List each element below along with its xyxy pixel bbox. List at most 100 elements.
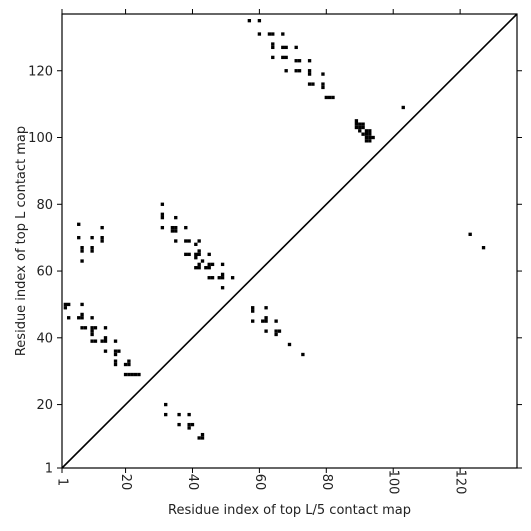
contact-point <box>90 339 94 343</box>
contact-point <box>123 372 128 377</box>
contact-point <box>90 235 94 240</box>
contact-point <box>113 352 118 357</box>
contact-point <box>77 235 81 240</box>
contact-point <box>184 239 188 243</box>
contact-point <box>187 426 191 430</box>
contact-point <box>274 319 278 323</box>
contact-point <box>251 309 255 313</box>
contact-point <box>321 85 325 90</box>
x-tick-label: 120 <box>453 470 468 495</box>
contact-point <box>90 249 94 253</box>
contact-point <box>284 69 288 73</box>
contact-point <box>468 232 472 236</box>
x-tick-label: 20 <box>118 474 133 491</box>
contact-point <box>90 329 94 333</box>
contact-point <box>364 135 369 140</box>
y-tick-label: 1 <box>45 462 53 477</box>
contact-point <box>194 266 198 270</box>
contact-point <box>301 352 305 357</box>
contact-point <box>294 59 298 63</box>
y-axis-label: Residue index of top L contact map <box>14 126 29 356</box>
contact-point <box>194 242 198 247</box>
contact-point <box>174 225 178 230</box>
contact-point <box>220 286 225 290</box>
contact-point <box>77 222 81 226</box>
contact-point <box>200 259 205 263</box>
contact-point <box>264 316 268 320</box>
contact-point <box>364 139 369 143</box>
contact-point <box>358 129 362 133</box>
contact-point <box>187 422 191 427</box>
contact-point <box>174 229 178 233</box>
contact-point <box>80 326 84 330</box>
contact-point <box>80 259 84 263</box>
contact-point <box>127 362 131 367</box>
contact-point <box>267 32 272 36</box>
contact-point <box>123 362 128 367</box>
contact-point <box>77 316 81 320</box>
contact-point <box>103 326 108 330</box>
contact-point <box>401 105 405 110</box>
contact-point <box>100 235 104 240</box>
x-axis-label: Residue index of top L/5 contact map <box>168 503 411 518</box>
contact-point <box>220 262 225 267</box>
contact-point <box>117 349 121 353</box>
contact-point <box>297 69 302 73</box>
contact-point <box>230 276 235 280</box>
contact-point <box>204 266 208 270</box>
contact-point <box>358 122 362 126</box>
contact-point <box>63 306 68 310</box>
contact-point <box>130 372 134 377</box>
contact-point <box>358 125 362 130</box>
contact-point <box>220 272 225 277</box>
contact-point <box>307 82 312 86</box>
y-tick-label: 40 <box>36 331 53 346</box>
contact-point <box>113 362 118 367</box>
contact-point <box>220 276 225 280</box>
contact-point <box>327 95 332 100</box>
contact-point <box>164 412 168 417</box>
contact-point <box>271 55 275 60</box>
contact-point <box>271 32 275 36</box>
contact-point <box>207 262 211 267</box>
plot-frame <box>61 13 518 469</box>
contact-point <box>361 132 365 136</box>
contact-point <box>137 372 141 377</box>
contact-point <box>197 266 201 270</box>
contact-point <box>274 329 278 333</box>
contact-point <box>103 339 108 343</box>
contact-point <box>277 329 282 333</box>
contact-point <box>294 45 298 50</box>
contact-point <box>190 422 195 427</box>
contact-point <box>113 359 118 363</box>
contact-point <box>321 72 325 76</box>
contact-point <box>133 372 138 377</box>
contact-point <box>281 55 285 60</box>
contact-point <box>354 122 359 126</box>
contact-point <box>364 132 369 136</box>
contact-point <box>197 252 201 257</box>
contact-point <box>200 432 205 437</box>
contact-point <box>307 69 312 73</box>
x-tick-label: 1 <box>55 478 70 486</box>
contact-point <box>307 59 312 63</box>
contact-point <box>90 332 94 337</box>
x-tick-label: 60 <box>252 474 267 491</box>
contact-point <box>324 95 328 100</box>
contact-point <box>271 42 275 46</box>
x-tick-label: 100 <box>386 470 401 495</box>
contact-point <box>100 339 104 343</box>
contact-point <box>217 276 221 280</box>
contact-point <box>264 319 268 323</box>
y-tick-label: 20 <box>36 398 53 413</box>
contact-point <box>80 312 84 317</box>
contact-point <box>200 436 205 440</box>
contact-point <box>177 412 181 417</box>
contact-point <box>103 349 108 353</box>
contact-point <box>251 306 255 310</box>
contact-point <box>207 266 211 270</box>
contact-point <box>80 246 84 250</box>
contact-point <box>368 135 372 140</box>
contact-point <box>100 225 104 230</box>
contact-point <box>207 276 211 280</box>
